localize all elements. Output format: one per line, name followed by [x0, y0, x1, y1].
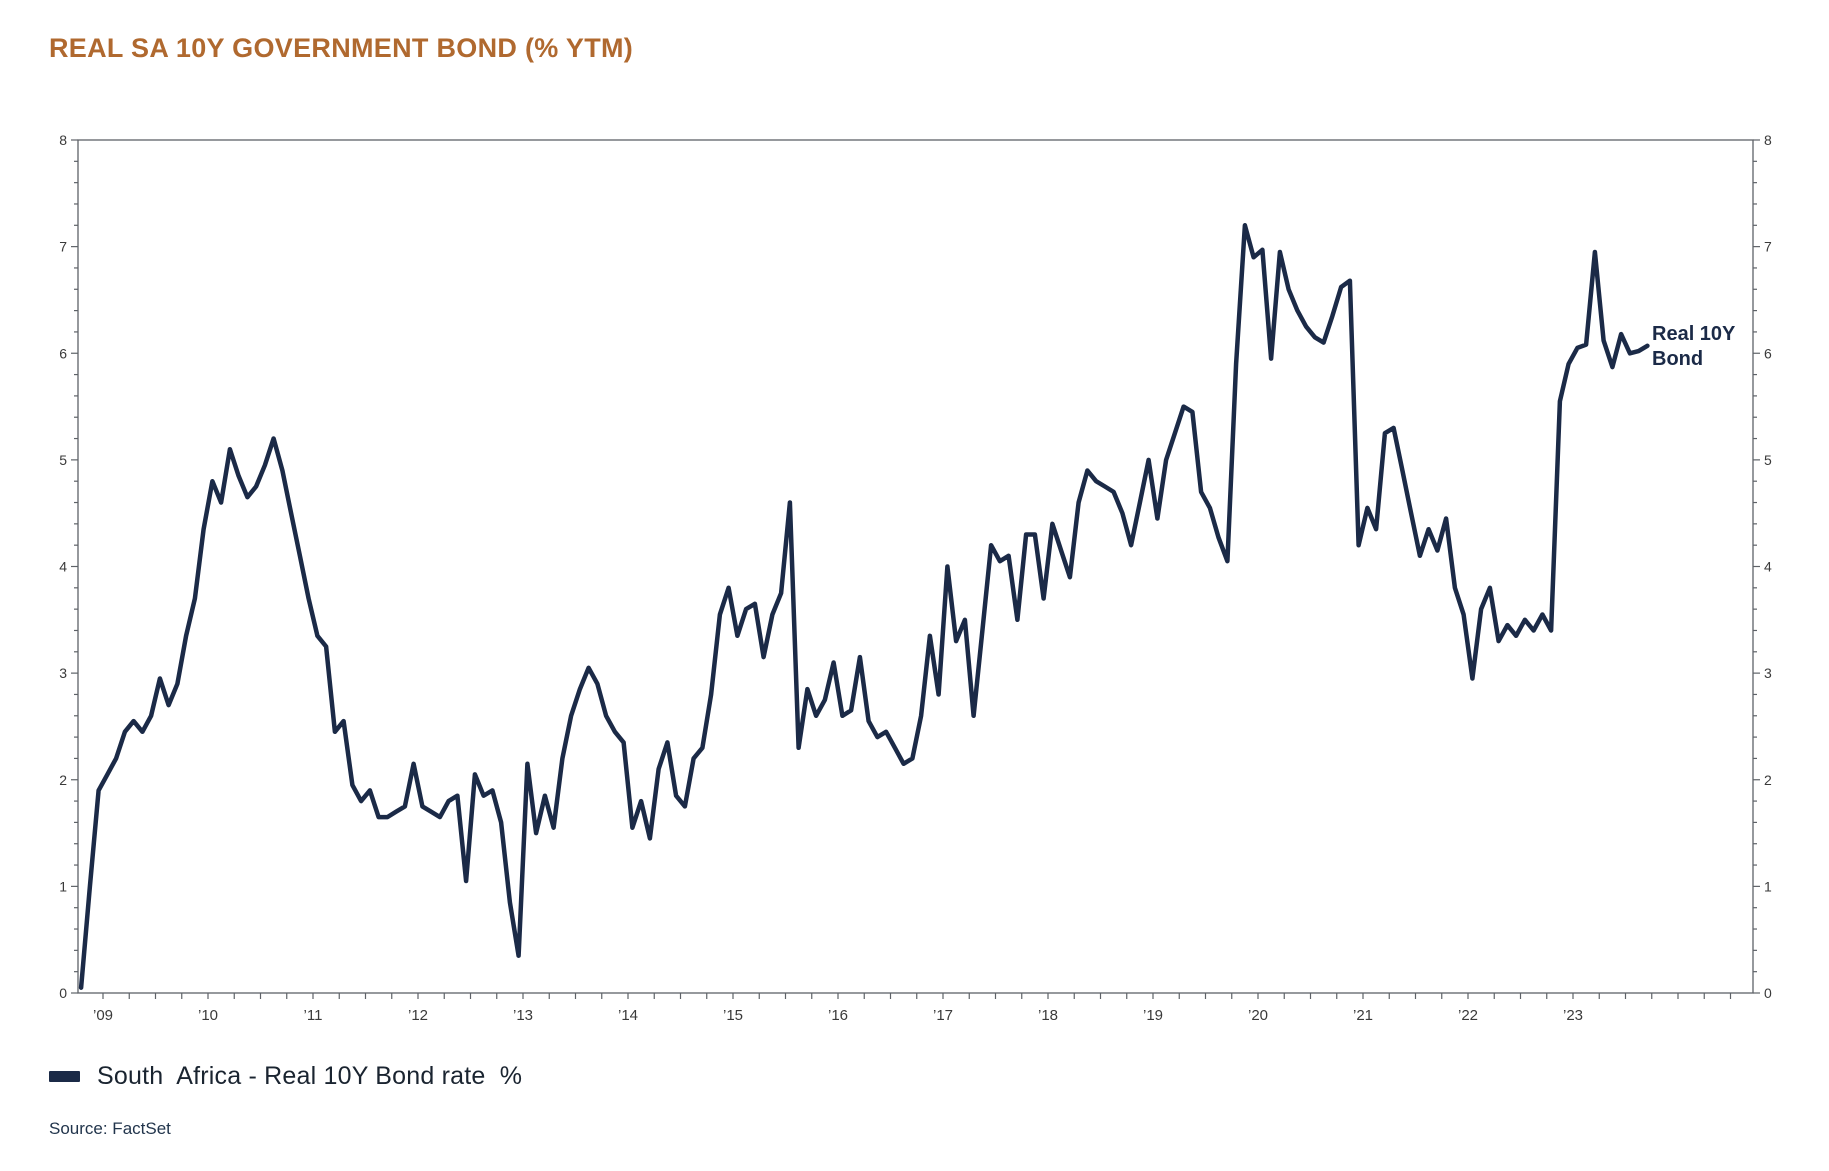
- y-tick-label-right: 2: [1764, 772, 1772, 788]
- y-tick-label-right: 5: [1764, 452, 1772, 468]
- series-end-label: Real 10Y Bond: [1652, 322, 1772, 372]
- y-tick-label-left: 8: [59, 132, 67, 148]
- x-tick-label: ’17: [933, 1007, 953, 1024]
- legend: South Africa - Real 10Y Bond rate %: [49, 1062, 522, 1091]
- x-tick-label: ’23: [1563, 1007, 1583, 1024]
- bond-rate-line: [78, 223, 1650, 990]
- y-tick-label-right: 1: [1764, 878, 1772, 894]
- x-tick-label: ’13: [513, 1007, 533, 1024]
- x-tick-label: ’10: [198, 1007, 218, 1024]
- y-tick-label-right: 8: [1764, 132, 1772, 148]
- plot-frame: [77, 139, 1754, 994]
- y-tick-label-right: 6: [1764, 345, 1772, 361]
- series-end-label-line2: Bond: [1652, 348, 1704, 370]
- y-tick-label-left: 6: [59, 345, 67, 361]
- y-tick-label-left: 0: [59, 985, 67, 1001]
- series-end-label-line1: Real 10Y: [1652, 323, 1736, 345]
- x-tick-label: ’14: [618, 1007, 638, 1024]
- axes: 0 0 1 1 2 2 3 3 4 4 5 5 6 6 7 7 8 8 ’09 ’10 ’11 ’12 ’13 ’14 ’15 ’…: [59, 132, 1772, 1024]
- y-tick-label-left: 7: [59, 239, 67, 255]
- x-tick-label: ’12: [408, 1007, 428, 1024]
- legend-line-swatch: [49, 1071, 80, 1082]
- x-tick-label: ’18: [1038, 1007, 1058, 1024]
- x-tick-label: ’15: [723, 1007, 743, 1024]
- x-tick-label: ’21: [1353, 1007, 1373, 1024]
- x-tick-label: ’19: [1143, 1007, 1163, 1024]
- x-tick-label: ’11: [304, 1007, 323, 1024]
- y-tick-label-left: 4: [59, 559, 67, 575]
- y-tick-label-right: 4: [1764, 559, 1772, 575]
- legend-label: South Africa - Real 10Y Bond rate %: [97, 1062, 523, 1090]
- y-tick-label-left: 3: [59, 665, 67, 681]
- y-tick-label-left: 2: [59, 772, 67, 788]
- y-tick-label-right: 7: [1764, 239, 1772, 255]
- y-tick-label-right: 3: [1764, 665, 1772, 681]
- y-tick-label-left: 1: [59, 878, 67, 894]
- x-tick-label: ’16: [828, 1007, 848, 1024]
- chart-title: REAL SA 10Y GOVERNMENT BOND (% YTM): [49, 33, 634, 63]
- source-note: Source: FactSet: [49, 1119, 171, 1138]
- x-tick-label: ’22: [1458, 1007, 1478, 1024]
- x-tick-label: ’09: [93, 1007, 113, 1024]
- y-tick-label-right: 0: [1764, 985, 1772, 1001]
- x-tick-label: ’20: [1248, 1007, 1268, 1024]
- y-tick-label-left: 5: [59, 452, 67, 468]
